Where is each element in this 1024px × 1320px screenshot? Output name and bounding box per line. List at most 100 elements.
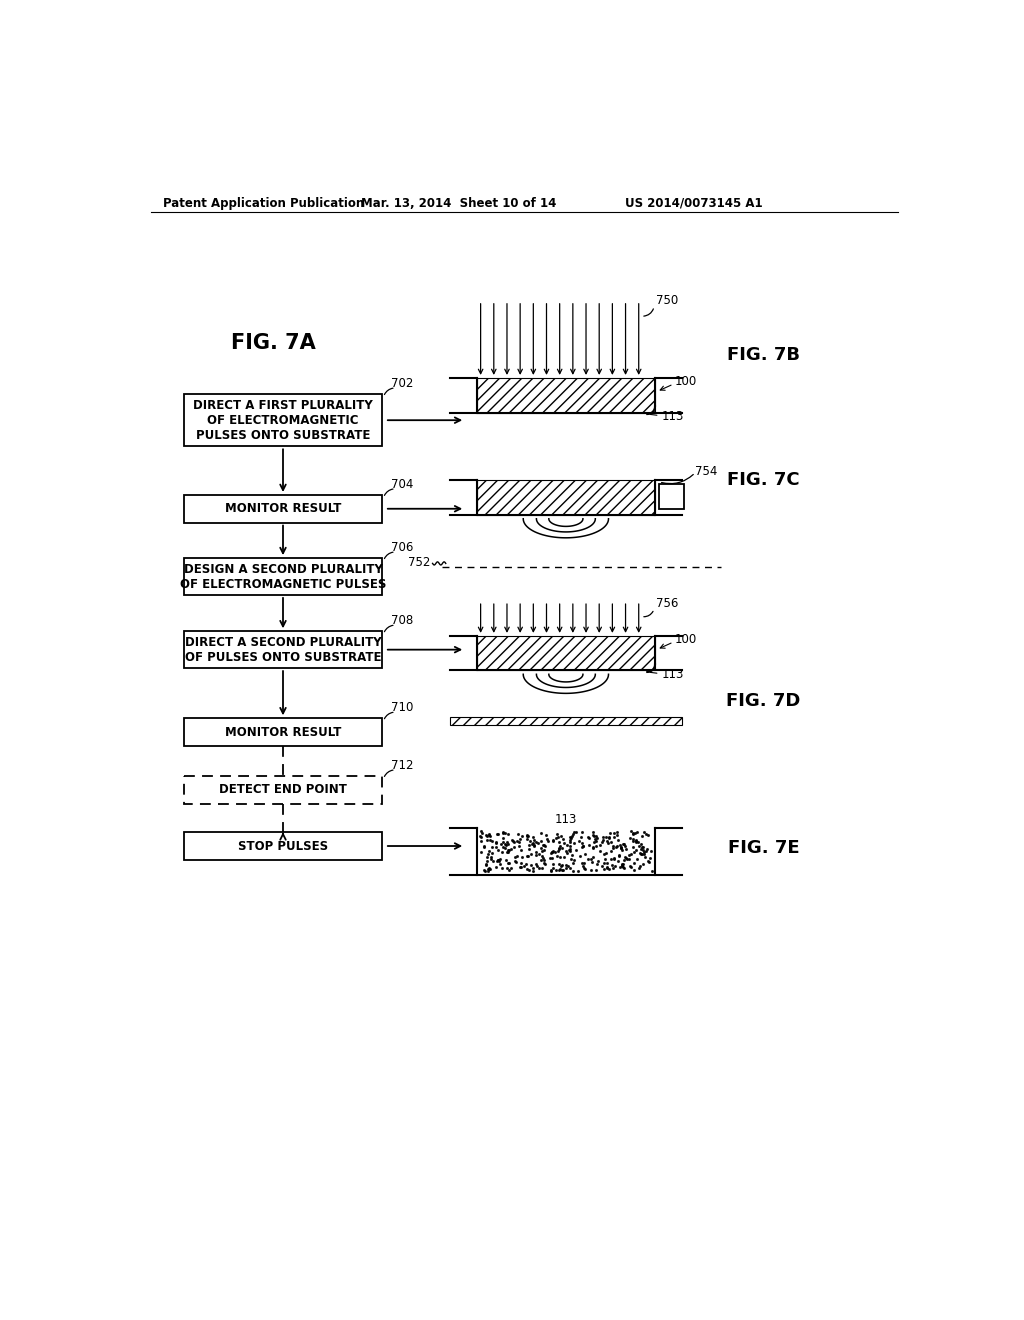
Text: FIG. 7D: FIG. 7D [726, 692, 801, 710]
Point [516, 855, 532, 876]
Point [545, 829, 561, 850]
Point [589, 828, 605, 849]
Bar [184, 495, 382, 523]
Point [585, 825, 601, 846]
Point [560, 855, 577, 876]
Text: 706: 706 [391, 541, 414, 554]
Point [561, 836, 578, 857]
Point [507, 846, 523, 867]
Point [620, 849, 636, 870]
Point [523, 834, 540, 855]
Point [526, 834, 543, 855]
Point [586, 825, 602, 846]
Point [555, 829, 571, 850]
Point [524, 861, 541, 882]
Point [605, 826, 622, 847]
Point [615, 849, 632, 870]
Bar [658, 484, 684, 508]
Point [494, 841, 510, 862]
Point [562, 830, 579, 851]
Point [495, 832, 511, 853]
Point [583, 849, 599, 870]
Point [623, 857, 639, 878]
Point [574, 836, 591, 857]
Point [519, 846, 536, 867]
Point [554, 859, 570, 880]
Point [629, 849, 645, 870]
Point [635, 837, 651, 858]
Point [642, 841, 658, 862]
Point [585, 821, 601, 842]
Point [615, 854, 632, 875]
Point [586, 832, 602, 853]
Point [571, 846, 588, 867]
Point [599, 853, 615, 874]
Point [597, 849, 613, 870]
Point [478, 854, 495, 875]
Point [634, 826, 650, 847]
Point [562, 841, 579, 862]
Point [559, 834, 575, 855]
Point [478, 854, 495, 875]
Bar [184, 395, 382, 446]
Point [543, 842, 559, 863]
Text: 710: 710 [391, 701, 414, 714]
Point [634, 843, 650, 865]
Point [606, 822, 623, 843]
Point [511, 836, 527, 857]
Text: DIRECT A SECOND PLURALITY
OF PULSES ONTO SUBSTRATE: DIRECT A SECOND PLURALITY OF PULSES ONTO… [184, 636, 381, 664]
Point [585, 838, 601, 859]
Point [558, 842, 574, 863]
Point [538, 824, 554, 845]
Point [628, 830, 644, 851]
Point [512, 829, 528, 850]
Point [615, 857, 632, 878]
Point [607, 855, 624, 876]
Point [622, 855, 638, 876]
Point [605, 836, 622, 857]
Point [505, 836, 521, 857]
Point [554, 838, 570, 859]
Point [481, 859, 498, 880]
Point [519, 828, 536, 849]
Point [573, 836, 590, 857]
Point [547, 841, 563, 862]
Point [508, 851, 524, 873]
Point [643, 861, 659, 882]
Point [543, 859, 559, 880]
Point [622, 828, 638, 849]
Point [495, 858, 511, 879]
Point [612, 837, 629, 858]
Text: US 2014/0073145 A1: US 2014/0073145 A1 [625, 197, 763, 210]
Point [500, 834, 516, 855]
Point [489, 840, 506, 861]
Point [554, 855, 570, 876]
Bar [184, 776, 382, 804]
Point [563, 849, 580, 870]
Point [552, 846, 568, 867]
Point [472, 825, 488, 846]
Point [614, 833, 631, 854]
Point [536, 834, 552, 855]
Point [553, 825, 569, 846]
Point [551, 837, 567, 858]
Point [480, 843, 497, 865]
Text: FIG. 7E: FIG. 7E [728, 838, 800, 857]
Point [481, 841, 498, 862]
Text: FIG. 7B: FIG. 7B [727, 346, 800, 364]
Point [478, 825, 495, 846]
Point [601, 826, 617, 847]
Point [562, 826, 579, 847]
Point [521, 830, 538, 851]
Point [493, 854, 509, 875]
Point [534, 857, 550, 878]
Point [614, 840, 631, 861]
Point [577, 853, 593, 874]
Point [527, 832, 544, 853]
Text: MONITOR RESULT: MONITOR RESULT [225, 502, 341, 515]
Text: DESIGN A SECOND PLURALITY
OF ELECTROMAGNETIC PULSES: DESIGN A SECOND PLURALITY OF ELECTROMAGN… [180, 562, 386, 590]
Text: STOP PULSES: STOP PULSES [238, 840, 328, 853]
Point [476, 837, 493, 858]
Point [606, 849, 623, 870]
Point [603, 832, 620, 853]
